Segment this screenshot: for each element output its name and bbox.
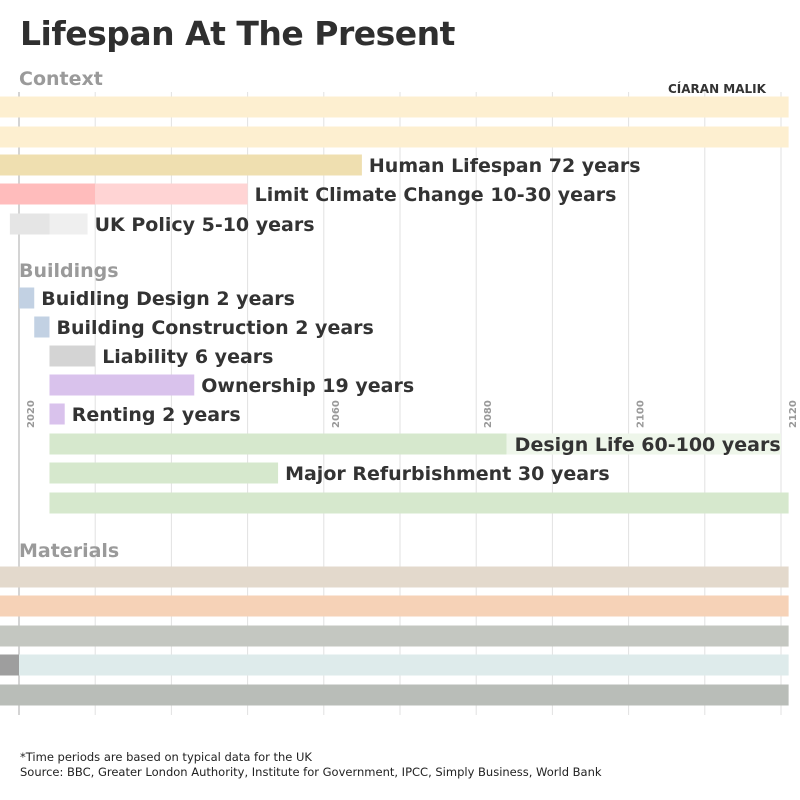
footnote-source: Source: BBC, Greater London Authority, I…	[20, 765, 602, 779]
tick-label: 2080	[483, 400, 494, 428]
bar	[0, 183, 96, 205]
bar	[0, 684, 789, 706]
footnote: *Time periods are based on typical data …	[20, 750, 602, 780]
section-label: Buildings	[19, 260, 119, 282]
tick-label: 2060	[331, 400, 342, 428]
bar-label: Ownership 19 years	[201, 375, 414, 397]
bar-label: Building Construction 2 years	[56, 317, 373, 339]
bar	[0, 96, 789, 118]
bar-segment-lead	[0, 654, 19, 676]
chart-title: Lifespan At The Present	[20, 14, 455, 53]
bar-extension	[49, 213, 88, 235]
bar-extension	[506, 433, 781, 455]
bars	[0, 96, 789, 706]
section-label: Materials	[19, 540, 119, 562]
bar-label: Renting 2 years	[72, 404, 241, 426]
bar	[19, 654, 789, 676]
footnote-note: *Time periods are based on typical data …	[20, 750, 312, 764]
bar	[19, 287, 35, 309]
bar-labels: Human Lifespan 72 years Limit Climate Cha…	[41, 155, 780, 485]
tick-label: 2020	[26, 400, 37, 428]
bar	[0, 595, 789, 617]
bar	[49, 462, 279, 484]
bar-label: Limit Climate Change 10-30 years	[255, 184, 617, 206]
bar	[49, 374, 195, 396]
section-label: Context	[19, 68, 103, 90]
bar-label: Buidling Design 2 years	[41, 288, 295, 310]
tick-label: 2100	[636, 400, 647, 428]
x-axis-ticks: 2020 2060 2080 2100 2120	[26, 400, 799, 428]
bar	[0, 126, 789, 148]
bar-extension	[95, 183, 248, 205]
bar	[34, 316, 50, 338]
bar-label: Liability 6 years	[102, 346, 273, 368]
bar	[49, 403, 65, 425]
bar	[49, 492, 789, 514]
author-credit: CÍARAN MALIK	[668, 82, 766, 96]
bar	[49, 345, 96, 367]
bar	[0, 625, 789, 647]
bar-label: Major Refurbishment 30 years	[285, 463, 610, 485]
bar	[0, 566, 789, 588]
bar-label: UK Policy 5-10 years	[95, 214, 315, 236]
bar	[0, 154, 362, 176]
bar-label: Design Life 60-100 years	[515, 434, 781, 456]
section-labels: Context Buildings Materials	[19, 68, 119, 562]
bar	[49, 433, 507, 455]
tick-label: 2120	[788, 400, 799, 428]
bar	[9, 213, 50, 235]
bar-label: Human Lifespan 72 years	[369, 155, 641, 177]
